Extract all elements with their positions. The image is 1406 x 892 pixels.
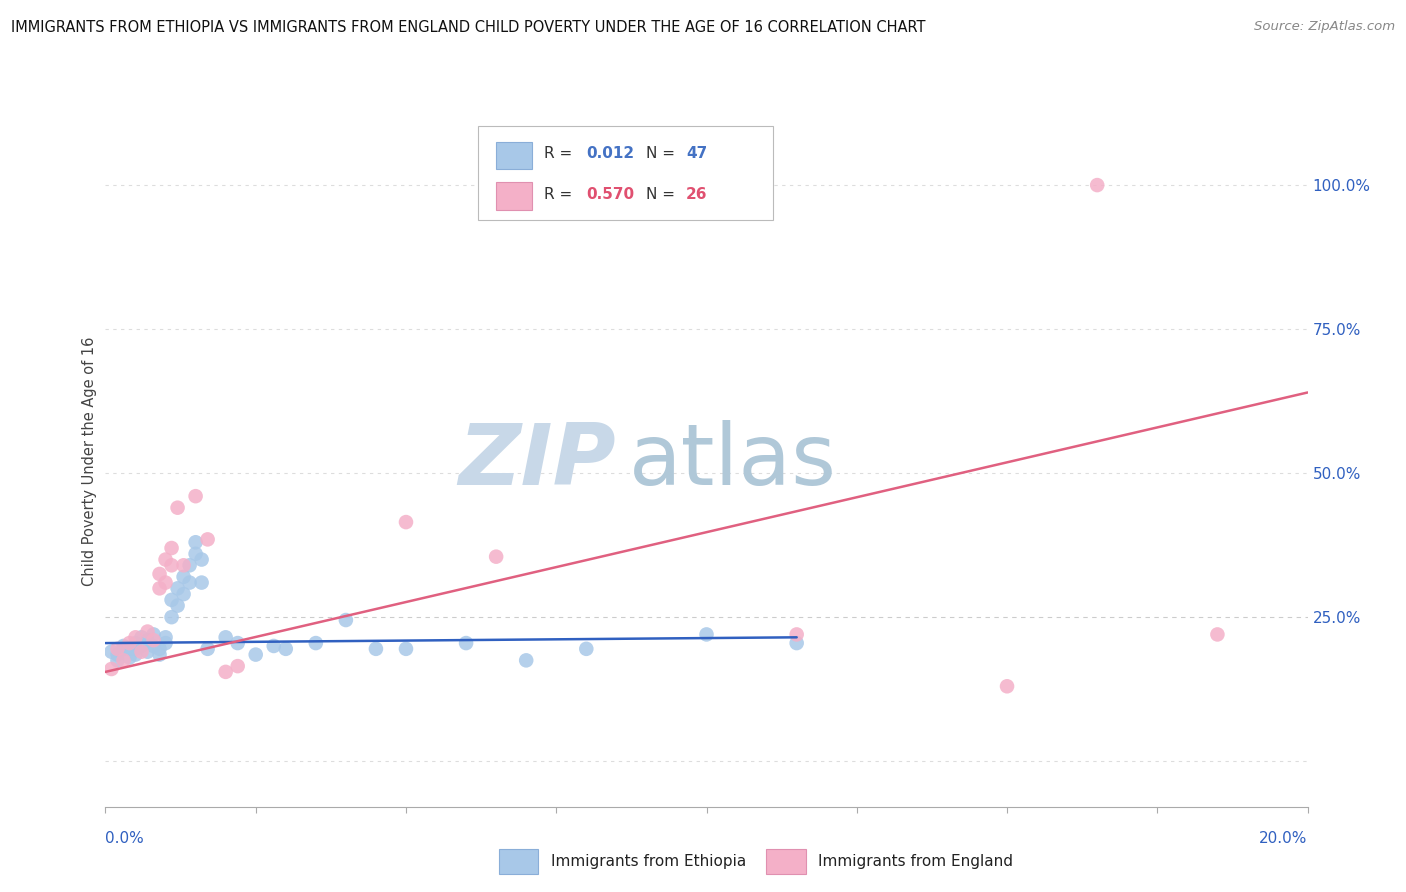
Point [107, 648, 129, 662]
Point [263, 639, 285, 653]
FancyBboxPatch shape [496, 182, 533, 210]
Point [173, 570, 195, 584]
Text: 0.570: 0.570 [586, 187, 634, 202]
Text: Immigrants from Ethiopia: Immigrants from Ethiopia [551, 855, 747, 869]
Point [100, 662, 122, 676]
Text: 0.0%: 0.0% [105, 831, 145, 846]
Point [142, 639, 165, 653]
Text: N =: N = [647, 187, 681, 202]
Point [160, 610, 183, 624]
Point [786, 636, 808, 650]
Point [112, 641, 135, 656]
Point [166, 582, 188, 596]
Point [155, 630, 177, 644]
Point [226, 659, 249, 673]
Point [155, 552, 177, 566]
Point [179, 575, 201, 590]
Text: Immigrants from England: Immigrants from England [818, 855, 1014, 869]
Point [190, 552, 212, 566]
Point [148, 582, 170, 596]
Text: R =: R = [544, 187, 578, 202]
Point [131, 645, 153, 659]
Point [184, 547, 207, 561]
Point [124, 630, 146, 644]
Point [395, 515, 418, 529]
Point [305, 636, 328, 650]
Point [148, 648, 170, 662]
Point [160, 558, 183, 573]
Text: R =: R = [544, 146, 578, 161]
Point [173, 587, 195, 601]
Y-axis label: Child Poverty Under the Age of 16: Child Poverty Under the Age of 16 [82, 337, 97, 586]
Point [124, 641, 146, 656]
Point [100, 645, 122, 659]
Point [112, 639, 135, 653]
Text: 20.0%: 20.0% [1260, 831, 1308, 846]
Point [454, 636, 477, 650]
Point [696, 627, 718, 641]
Point [197, 533, 219, 547]
FancyBboxPatch shape [496, 142, 533, 169]
FancyBboxPatch shape [478, 127, 773, 219]
Point [1085, 178, 1108, 193]
Point [575, 641, 598, 656]
Text: IMMIGRANTS FROM ETHIOPIA VS IMMIGRANTS FROM ENGLAND CHILD POVERTY UNDER THE AGE : IMMIGRANTS FROM ETHIOPIA VS IMMIGRANTS F… [11, 20, 925, 35]
Point [166, 599, 188, 613]
Point [184, 535, 207, 549]
Point [155, 636, 177, 650]
Point [107, 641, 129, 656]
Text: 47: 47 [686, 146, 707, 161]
Point [107, 653, 129, 667]
Text: N =: N = [647, 146, 681, 161]
Point [124, 648, 146, 662]
Point [148, 566, 170, 581]
Point [136, 624, 159, 639]
Text: ZIP: ZIP [458, 420, 616, 503]
Point [118, 650, 141, 665]
Text: 26: 26 [686, 187, 707, 202]
Point [112, 653, 135, 667]
Point [118, 636, 141, 650]
Point [160, 541, 183, 555]
Point [142, 633, 165, 648]
Point [197, 641, 219, 656]
Point [335, 613, 357, 627]
Point [995, 679, 1018, 693]
Point [148, 641, 170, 656]
Point [136, 633, 159, 648]
Point [131, 639, 153, 653]
Point [364, 641, 387, 656]
Point [142, 627, 165, 641]
Text: 0.012: 0.012 [586, 146, 634, 161]
Point [166, 500, 188, 515]
Point [786, 627, 808, 641]
Point [214, 665, 236, 679]
Text: Source: ZipAtlas.com: Source: ZipAtlas.com [1254, 20, 1395, 33]
Text: atlas: atlas [628, 420, 837, 503]
Point [155, 575, 177, 590]
Point [131, 630, 153, 644]
Point [1206, 627, 1229, 641]
Point [160, 593, 183, 607]
Point [245, 648, 267, 662]
Point [124, 636, 146, 650]
Point [226, 636, 249, 650]
Point [190, 575, 212, 590]
Point [184, 489, 207, 503]
Point [395, 641, 418, 656]
Point [274, 641, 297, 656]
Point [173, 558, 195, 573]
Point [136, 645, 159, 659]
Point [485, 549, 508, 564]
Point [515, 653, 537, 667]
Point [118, 641, 141, 656]
Point [179, 558, 201, 573]
Point [214, 630, 236, 644]
